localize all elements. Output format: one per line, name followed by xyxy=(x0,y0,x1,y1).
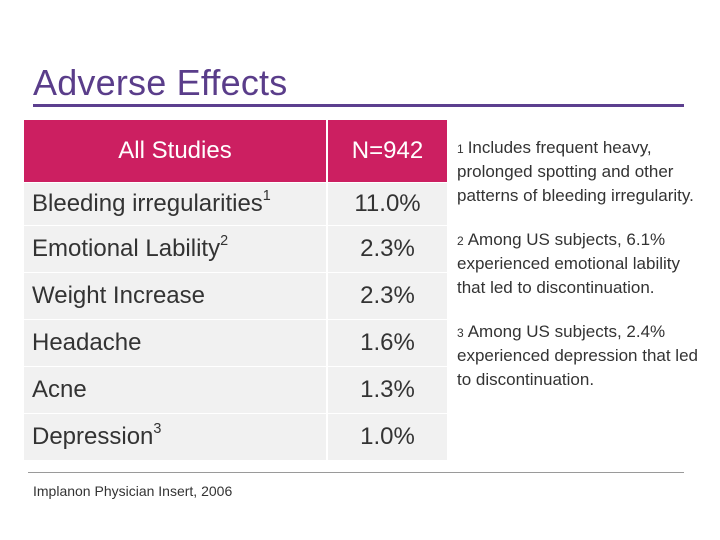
title-divider xyxy=(33,104,684,107)
header-all-studies: All Studies xyxy=(24,120,328,183)
row-label: Acne xyxy=(24,366,328,414)
row-value: 1.6% xyxy=(327,319,449,367)
row-label: Bleeding irregularities1 xyxy=(24,182,328,226)
row-value: 2.3% xyxy=(327,225,449,273)
row-label: Headache xyxy=(24,319,328,367)
header-n: N=942 xyxy=(327,120,449,183)
footnotes: 1 Includes frequent heavy, prolonged spot… xyxy=(457,136,707,412)
row-value: 2.3% xyxy=(327,272,449,320)
adverse-effects-table: All Studies N=942 Bleeding irregularitie… xyxy=(24,120,449,460)
footnote-marker: 2 xyxy=(220,233,229,249)
table-row: Headache 1.6% xyxy=(24,319,449,367)
row-value: 1.0% xyxy=(327,413,449,460)
table-row: Acne 1.3% xyxy=(24,366,449,414)
table-row: Bleeding irregularities1 11.0% xyxy=(24,182,449,226)
table-row: Weight Increase 2.3% xyxy=(24,272,449,320)
row-label: Emotional Lability2 xyxy=(24,225,328,273)
footnote-2: 2 Among US subjects, 6.1% experienced emo… xyxy=(457,230,681,297)
footer-divider xyxy=(28,472,684,473)
footnote-marker: 1 xyxy=(262,188,271,204)
row-value: 11.0% xyxy=(327,182,449,226)
table-header-row: All Studies N=942 xyxy=(24,120,449,183)
table-row: Emotional Lability2 2.3% xyxy=(24,225,449,273)
footnote-3: 3 Among US subjects, 2.4% experienced dep… xyxy=(457,322,698,389)
footnote-1: 1 Includes frequent heavy, prolonged spot… xyxy=(457,138,694,205)
table-row: Depression3 1.0% xyxy=(24,413,449,460)
source-citation: Implanon Physician Insert, 2006 xyxy=(33,483,233,499)
footnote-marker: 3 xyxy=(153,421,162,437)
row-label: Weight Increase xyxy=(24,272,328,320)
slide-title: Adverse Effects xyxy=(33,62,288,103)
row-value: 1.3% xyxy=(327,366,449,414)
row-label: Depression3 xyxy=(24,413,328,460)
